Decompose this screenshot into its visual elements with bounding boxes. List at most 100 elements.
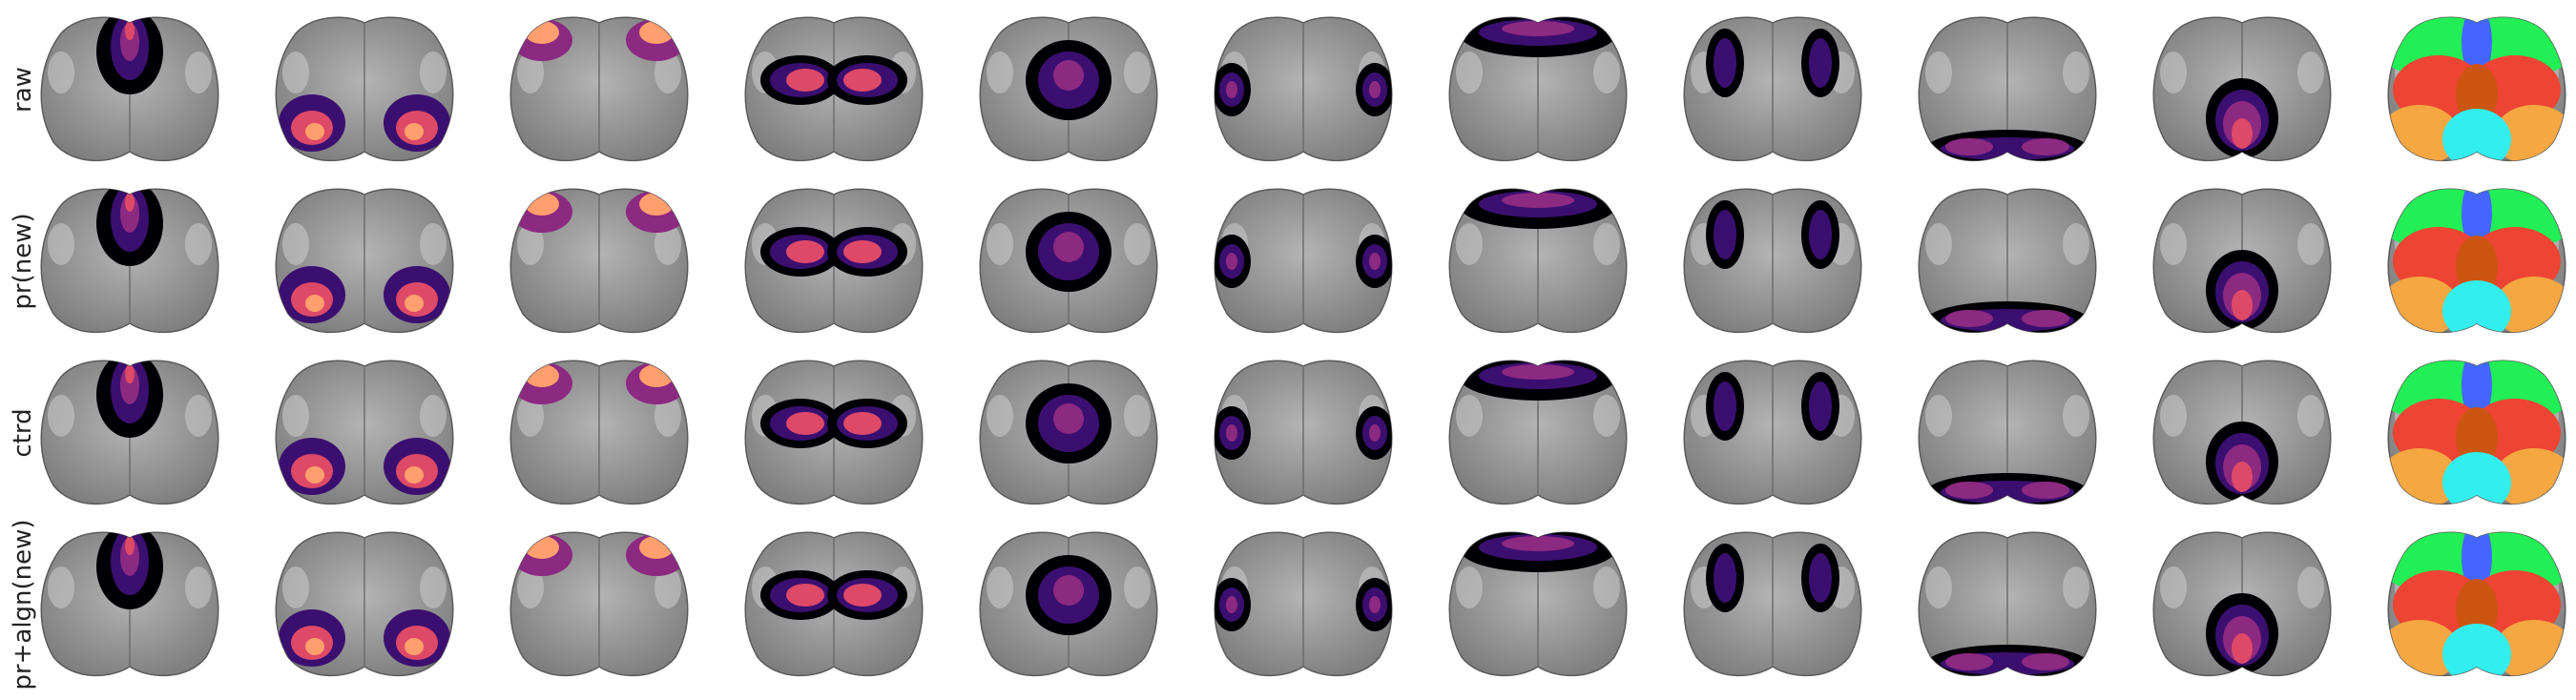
- activity-patch: [1945, 138, 1993, 155]
- cerebellum-detail: [2063, 395, 2089, 437]
- cerebellum-detail: [987, 566, 1013, 608]
- cerebellum-detail: [1593, 223, 1620, 265]
- cerebellum-detail: [282, 395, 309, 437]
- brain-overlay: [279, 195, 450, 326]
- cerebellum-detail: [420, 51, 447, 93]
- brain-overlay: [1691, 195, 1855, 326]
- brain-map: [509, 16, 689, 162]
- activity-patch: [305, 466, 324, 484]
- cerebellum-detail: [1124, 51, 1151, 93]
- brain-map: [1683, 188, 1862, 334]
- activity-patch: [2442, 624, 2511, 676]
- brain-map: [1918, 16, 2097, 162]
- cerebellum-detail: [282, 51, 309, 93]
- brain-overlay: [2160, 538, 2324, 673]
- activity-patch: [786, 584, 824, 607]
- brain-overlay: [1215, 195, 1392, 326]
- cerebellum-detail: [185, 51, 212, 93]
- activity-patch: [1502, 536, 1574, 551]
- cerebellum-detail: [517, 223, 544, 265]
- activity-patch: [405, 466, 424, 484]
- activity-patch: [2456, 579, 2498, 640]
- activity-patch: [786, 240, 824, 263]
- brain-overlay: [48, 532, 212, 669]
- cerebellum-detail: [1124, 566, 1151, 608]
- activity-patch: [2456, 236, 2498, 297]
- cerebellum-detail: [1124, 395, 1151, 437]
- cerebellum-detail: [1124, 223, 1151, 265]
- brain-map: [1448, 16, 1628, 162]
- activity-patch: [1053, 232, 1084, 262]
- activity-patch: [1369, 596, 1381, 613]
- brain-map: [1683, 531, 1862, 677]
- brain-overlay: [752, 366, 916, 498]
- cerebellum-detail: [987, 51, 1013, 93]
- activity-patch: [120, 538, 139, 576]
- activity-patch: [1369, 253, 1381, 270]
- brain-map: [2387, 16, 2566, 162]
- brain-map: [744, 531, 924, 677]
- activity-patch: [1226, 253, 1237, 270]
- activity-patch: [2022, 653, 2069, 670]
- row-label: raw: [9, 67, 37, 113]
- cerebellum-detail: [185, 395, 212, 437]
- activity-patch: [2456, 407, 2498, 468]
- activity-patch: [2442, 109, 2511, 161]
- activity-patch: [1502, 193, 1574, 208]
- cerebellum-detail: [654, 223, 681, 265]
- brain-map: [2387, 531, 2566, 677]
- activity-patch: [1945, 653, 1993, 670]
- cerebellum-detail: [987, 395, 1013, 437]
- brain-map: [744, 16, 924, 162]
- cerebellum-detail: [2297, 566, 2324, 608]
- brain-map: [2152, 16, 2332, 162]
- row-label: pr(new): [9, 213, 37, 309]
- brain-map: [40, 188, 219, 334]
- brain-overlay: [1925, 195, 2089, 333]
- activity-patch: [2022, 138, 2069, 155]
- brain-overlay: [1925, 366, 2089, 504]
- activity-patch: [120, 23, 139, 61]
- brain-map: [275, 531, 454, 677]
- activity-patch: [1053, 575, 1084, 606]
- activity-patch: [125, 364, 135, 383]
- cerebellum-detail: [48, 395, 74, 437]
- cerebellum-detail: [2160, 51, 2187, 93]
- activity-patch: [1945, 310, 1993, 327]
- cerebellum-detail: [2160, 566, 2187, 608]
- brain-overlay: [987, 23, 1151, 154]
- brain-map: [1683, 360, 1862, 505]
- brain-map: [1918, 531, 2097, 677]
- brain-overlay: [279, 23, 450, 154]
- brain-overlay: [1691, 366, 1855, 498]
- brain-map: [744, 360, 924, 505]
- row-label: ctrd: [9, 408, 37, 457]
- cerebellum-detail: [48, 223, 74, 265]
- cerebellum-detail: [654, 566, 681, 608]
- activity-patch: [2232, 462, 2253, 492]
- activity-patch: [305, 295, 324, 312]
- activity-patch: [2462, 189, 2492, 250]
- activity-patch: [786, 69, 824, 92]
- brain-overlay: [279, 538, 450, 669]
- brain-map: [744, 188, 924, 334]
- activity-patch: [1714, 38, 1736, 88]
- activity-patch: [1714, 381, 1736, 431]
- brain-overlay: [1925, 23, 2089, 161]
- brain-overlay: [2388, 360, 2566, 504]
- activity-patch: [1809, 381, 1832, 431]
- cerebellum-detail: [517, 566, 544, 608]
- brain-overlay: [1691, 23, 1855, 154]
- brain-overlay: [1456, 360, 1620, 498]
- brain-overlay: [1691, 538, 1855, 669]
- activity-patch: [786, 412, 824, 435]
- brain-overlay: [2388, 189, 2566, 333]
- brain-map: [1918, 360, 2097, 505]
- activity-patch: [305, 638, 324, 655]
- cerebellum-detail: [2160, 223, 2187, 265]
- activity-patch: [2462, 360, 2492, 422]
- cerebellum-detail: [1456, 395, 1483, 437]
- activity-patch: [843, 412, 882, 435]
- brain-map: [1448, 188, 1628, 334]
